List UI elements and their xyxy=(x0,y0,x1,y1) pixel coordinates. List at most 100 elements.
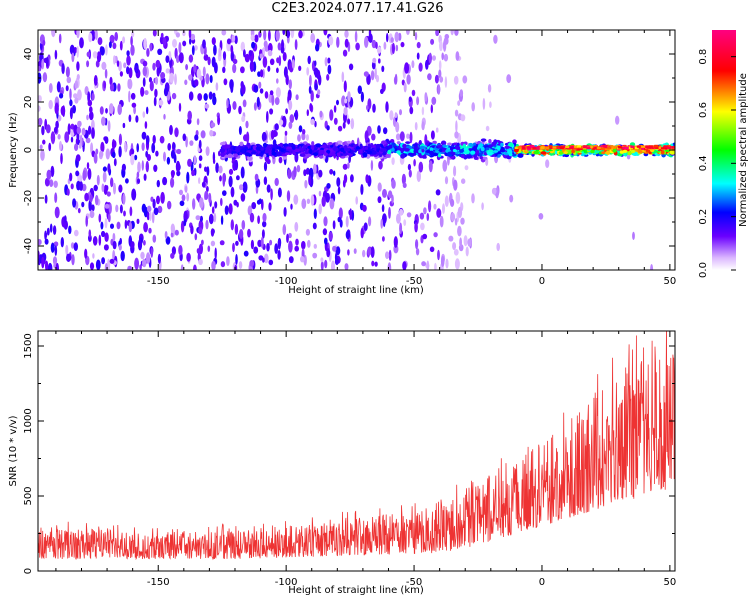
spectrogram-cell xyxy=(473,145,477,150)
spectrogram-cell xyxy=(234,35,238,44)
spectrogram-cell xyxy=(323,216,328,227)
spectrogram-cell xyxy=(481,202,484,211)
spectrogram-cell xyxy=(249,212,255,223)
spectrogram-cell xyxy=(464,165,469,171)
spectrogram-cell xyxy=(258,153,264,156)
spectrogram-cell xyxy=(480,146,485,152)
spectrogram-cell xyxy=(194,79,199,87)
spectrogram-cell xyxy=(326,149,331,154)
spectrogram-cell xyxy=(349,208,353,221)
spectrogram-cell xyxy=(247,205,253,216)
spectrogram-cell xyxy=(220,197,223,207)
spectrogram-cell xyxy=(660,147,665,150)
spectrogram-cell xyxy=(378,160,383,170)
spectrogram-cell xyxy=(342,163,348,170)
spectrogram-cell xyxy=(220,152,226,157)
spectrogram-cell xyxy=(300,147,304,153)
spectrogram-cell xyxy=(438,69,442,79)
spectrogram-cell xyxy=(305,134,309,141)
spectrogram-cell xyxy=(387,190,393,199)
spectrogram-cell xyxy=(444,33,450,40)
spectrogram-cell xyxy=(630,149,636,154)
spectrogram-cell xyxy=(663,145,668,148)
spectrogram-cell xyxy=(133,106,137,115)
spectrogram-cell xyxy=(39,144,43,150)
spectrogram-cell xyxy=(380,218,384,229)
spectrogram-cell xyxy=(65,244,69,256)
spectrogram-cell xyxy=(437,144,443,148)
spectrogram-cell xyxy=(170,223,175,234)
spectrogram-cell xyxy=(357,85,362,94)
spectrogram-cell xyxy=(38,239,42,246)
spectrogram-cell xyxy=(270,188,273,201)
spectrogram-cell xyxy=(444,195,449,207)
spectrogram-cell xyxy=(198,177,201,185)
spectrogram-cell xyxy=(326,248,331,258)
spectrogram-cell xyxy=(422,233,428,240)
spectrogram-cell xyxy=(454,109,459,117)
spectrogram-cell xyxy=(40,149,45,161)
colorbar-tick-label: 0.4 xyxy=(698,155,709,171)
spectrogram-cell xyxy=(242,181,248,193)
spectrogram-cell xyxy=(118,133,122,146)
spectrogram-cell xyxy=(342,121,346,129)
spectrogram-cell xyxy=(400,148,405,153)
spectrogram-cell xyxy=(222,190,227,197)
spectrogram-cell xyxy=(269,90,274,96)
spectrogram-cell xyxy=(291,145,296,150)
spectrogram-cell xyxy=(124,219,128,229)
spectrogram-cell xyxy=(232,101,237,110)
spectrogram-cell xyxy=(480,138,487,142)
spectrogram-cell xyxy=(158,99,164,106)
spectrogram-cell xyxy=(142,60,148,67)
spectrogram-cell xyxy=(91,92,95,101)
spectrogram-cell xyxy=(589,149,596,154)
spectrogram-cell xyxy=(140,251,145,260)
spectrogram-cell xyxy=(419,145,426,150)
spectrogram-cell xyxy=(336,36,340,48)
spectrogram-cell xyxy=(240,66,245,74)
spectrogram-cell xyxy=(298,65,302,72)
spectrogram-cell xyxy=(81,201,85,208)
spectrogram-cell xyxy=(142,66,147,77)
spectrogram-cell xyxy=(415,239,419,250)
spectrogram-cell xyxy=(362,152,368,158)
spectrogram-cell xyxy=(310,33,316,43)
spectrogram-cell xyxy=(53,241,59,247)
spectrogram-cell xyxy=(452,242,457,251)
spectrogram-cell xyxy=(213,212,217,223)
spectrogram-x-tick-label: 50 xyxy=(664,276,677,287)
spectrogram-cell xyxy=(283,207,287,217)
spectrogram-cell xyxy=(196,248,200,254)
spectrogram-cell xyxy=(496,242,501,252)
spectrogram-cell xyxy=(157,48,163,55)
spectrogram-cell xyxy=(110,223,114,229)
spectrogram-cell xyxy=(559,146,564,149)
spectrogram-cell xyxy=(202,66,206,77)
spectrogram-cell xyxy=(460,154,465,159)
spectrogram-cell xyxy=(304,179,308,189)
spectrogram-cell xyxy=(129,149,132,157)
spectrogram-cell xyxy=(667,146,671,150)
spectrogram-x-tick-label: -50 xyxy=(406,276,422,287)
spectrogram-cell xyxy=(403,82,407,93)
spectrogram-cell xyxy=(275,30,280,42)
spectrogram-cell xyxy=(141,203,147,213)
spectrogram-cell xyxy=(148,227,152,234)
spectrogram-cell xyxy=(232,58,238,65)
spectrogram-cell xyxy=(378,58,381,64)
spectrogram-cell xyxy=(102,166,107,172)
spectrogram-cell xyxy=(44,194,48,204)
spectrogram-cell xyxy=(52,225,57,236)
spectrogram-cell xyxy=(302,144,308,149)
spectrogram-cell xyxy=(641,145,646,148)
spectrogram-cell xyxy=(282,52,287,62)
spectrogram-cell xyxy=(440,140,447,146)
spectrogram-cell xyxy=(329,109,334,121)
spectrogram-cell xyxy=(303,169,307,177)
colorbar-tick-label: 0.6 xyxy=(698,102,709,118)
spectrogram-cell xyxy=(121,163,126,172)
spectrogram-cell xyxy=(155,150,159,157)
spectrogram-cell xyxy=(615,115,620,125)
